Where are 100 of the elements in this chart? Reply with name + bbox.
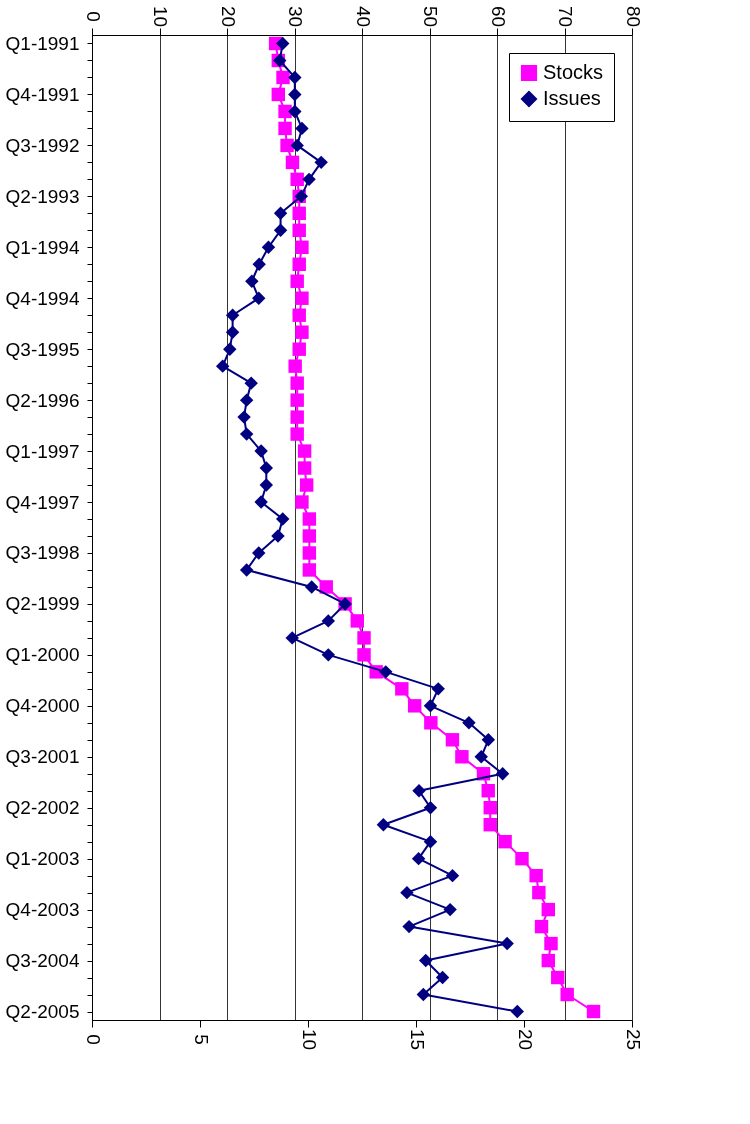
x-tick-label: 30 xyxy=(285,5,306,28)
point xyxy=(302,172,316,187)
point xyxy=(483,801,497,815)
point xyxy=(290,138,304,153)
y-tick-label: Q4-2003 xyxy=(5,899,80,921)
y-tick-label: Q3-1998 xyxy=(5,542,80,564)
point xyxy=(225,325,240,339)
point xyxy=(245,274,259,288)
point xyxy=(292,342,306,356)
point xyxy=(215,359,230,373)
x2-tick-label: 20 xyxy=(514,1028,536,1051)
x-tick-label: 10 xyxy=(150,5,171,28)
point xyxy=(416,987,431,1002)
point xyxy=(273,206,288,221)
point xyxy=(357,631,371,645)
point xyxy=(443,902,457,917)
point xyxy=(252,257,266,271)
point xyxy=(412,784,426,798)
point xyxy=(474,750,488,764)
x2-tick-label: 15 xyxy=(406,1028,428,1051)
point xyxy=(423,834,438,849)
point xyxy=(302,546,317,560)
y-tick-label: Q3-2004 xyxy=(5,950,80,972)
point xyxy=(285,631,299,645)
point xyxy=(445,733,460,747)
point xyxy=(481,733,496,747)
point xyxy=(288,359,302,373)
point xyxy=(276,70,290,85)
point xyxy=(411,851,426,866)
point xyxy=(223,342,237,356)
point xyxy=(271,529,285,543)
point xyxy=(259,461,274,475)
point xyxy=(445,868,460,883)
point xyxy=(423,699,438,713)
point xyxy=(400,885,414,900)
point xyxy=(407,699,422,713)
point xyxy=(295,291,309,305)
point xyxy=(239,563,254,577)
point xyxy=(292,206,306,221)
point xyxy=(321,648,336,662)
point xyxy=(551,970,565,985)
y-tick-label: Q1-1997 xyxy=(5,440,80,462)
point xyxy=(252,291,266,305)
point xyxy=(254,444,268,458)
y-tick-label: Q1-1991 xyxy=(5,32,80,54)
x-tick-label: 80 xyxy=(622,5,644,28)
point xyxy=(560,987,574,1002)
point xyxy=(541,953,556,968)
point xyxy=(435,970,450,985)
point xyxy=(481,784,495,798)
legend-label: Stocks xyxy=(543,61,604,83)
y-tick-label: Q2-1996 xyxy=(5,389,80,411)
point xyxy=(288,104,302,119)
point xyxy=(297,444,312,458)
point xyxy=(252,546,266,560)
y-tick-label: Q3-1992 xyxy=(5,134,80,156)
x2-tick-label: 25 xyxy=(622,1028,644,1051)
x-tick-label: 50 xyxy=(420,5,441,28)
point xyxy=(276,512,290,526)
point xyxy=(357,648,371,662)
point xyxy=(292,257,306,271)
point xyxy=(376,817,391,832)
point xyxy=(237,410,251,424)
x2-tick-label: 5 xyxy=(190,1034,212,1045)
y-tick-label: Q2-2005 xyxy=(5,1001,80,1023)
point xyxy=(290,427,304,441)
y-tick-label: Q2-1993 xyxy=(5,185,80,207)
point xyxy=(239,427,254,441)
y-tick-label: Q1-1994 xyxy=(5,236,80,258)
y-tick-label: Q1-2000 xyxy=(5,644,80,666)
point xyxy=(544,936,558,951)
point xyxy=(278,121,292,136)
y-tick-label: Q4-1994 xyxy=(5,287,80,309)
point xyxy=(541,902,556,917)
point xyxy=(319,580,333,594)
point xyxy=(314,155,328,170)
point xyxy=(534,919,549,934)
point xyxy=(462,716,476,730)
point xyxy=(321,614,336,628)
point xyxy=(225,308,240,322)
point xyxy=(586,1004,601,1019)
point xyxy=(288,70,302,85)
point xyxy=(290,376,304,390)
point xyxy=(500,936,514,951)
point xyxy=(483,817,497,832)
point xyxy=(495,767,510,781)
point xyxy=(302,529,317,543)
point xyxy=(292,308,306,322)
point xyxy=(302,512,317,526)
point xyxy=(532,885,546,900)
point xyxy=(292,223,306,238)
point xyxy=(261,240,276,254)
point xyxy=(278,104,292,119)
point xyxy=(259,478,274,492)
point xyxy=(254,495,268,509)
point xyxy=(515,851,529,866)
point xyxy=(350,614,364,628)
point xyxy=(280,138,294,153)
point xyxy=(295,240,309,254)
point xyxy=(423,801,438,815)
